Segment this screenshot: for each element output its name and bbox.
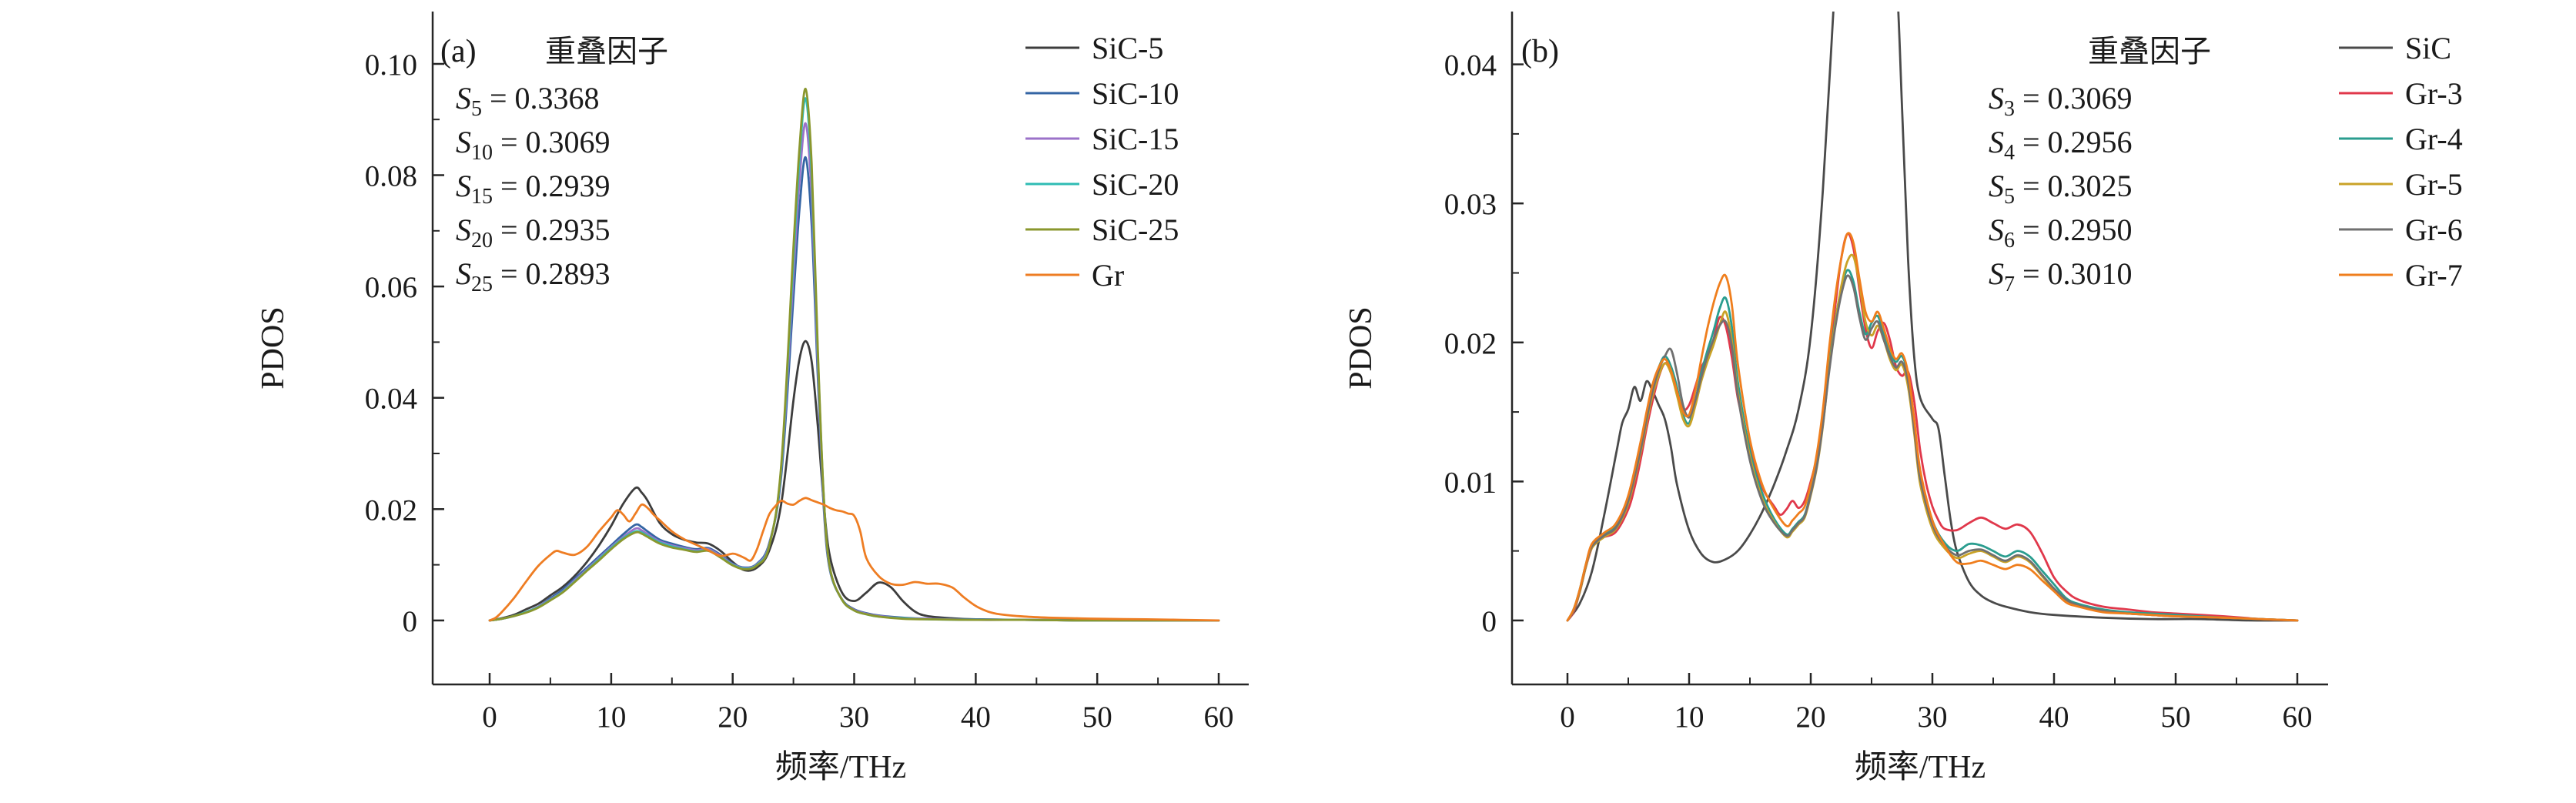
y-tick-label: 0.06 [365, 271, 417, 304]
annotation-line: S15 = 0.2939 [456, 169, 611, 209]
x-tick-label: 50 [2161, 701, 2191, 734]
x-tick-label: 30 [1918, 701, 1948, 734]
y-tick-label: 0.02 [1444, 327, 1497, 360]
annotation-line: S3 = 0.3069 [1989, 81, 2133, 121]
x-tick-label: 20 [718, 701, 748, 734]
x-tick-label: 0 [482, 701, 497, 734]
legend-item: Gr-6 [2339, 212, 2463, 247]
legend-label: Gr-7 [2405, 258, 2463, 293]
y-tick-label: 0.08 [365, 160, 417, 193]
series-gr-6 [1566, 274, 2299, 622]
series-group [488, 88, 1220, 622]
legend-label: Gr-6 [2405, 212, 2463, 247]
x-tick-label: 10 [596, 701, 626, 734]
annotation-line: S10 = 0.3069 [456, 125, 611, 165]
y-tick-label: 0.02 [365, 494, 417, 527]
x-tick-label: 50 [1082, 701, 1112, 734]
axes [431, 12, 1249, 686]
panel-label: (b) [1521, 34, 1559, 69]
legend-item: SiC-15 [1025, 122, 1179, 156]
x-axis-label: 频率/THz [1855, 749, 1986, 785]
legend-label: Gr-3 [2405, 76, 2463, 111]
x-tick-label: 60 [2283, 701, 2313, 734]
legend-item: Gr-5 [2339, 167, 2463, 202]
panel-label: (a) [440, 34, 477, 69]
chart-panel-b: 0 10 20 30 40 50 60 0 0.01 0.02 0.03 0.04 频率/THz PDOS… [1343, 12, 2463, 785]
series-gr-3 [1566, 233, 2299, 622]
y-tick-label: 0.03 [1444, 188, 1497, 221]
chart-panel-a: 0 10 20 30 40 50 60 0 0.02 0.04 0.06 0.08 0.10 频率/THz… [256, 12, 1249, 785]
x-tick-label: 40 [2039, 701, 2069, 734]
legend-item: SiC-10 [1025, 76, 1179, 111]
annotation-line: S25 = 0.2893 [456, 256, 611, 296]
legend-label: SiC-25 [1092, 212, 1179, 247]
annotation-line: S4 = 0.2956 [1989, 125, 2133, 165]
annotation-line: S7 = 0.3010 [1989, 256, 2133, 296]
legend-item: SiC [2339, 31, 2451, 65]
x-tick-label: 30 [839, 701, 869, 734]
y-tick-label: 0.10 [365, 49, 417, 82]
series-sic-25 [488, 88, 1220, 622]
legend-label: Gr-5 [2405, 167, 2463, 202]
annotation-line: S5 = 0.3368 [456, 81, 600, 121]
legend-label: SiC-10 [1092, 76, 1179, 111]
y-tick-label: 0.01 [1444, 466, 1497, 499]
legend-label: Gr-4 [2405, 122, 2463, 156]
legend: SiC-5 SiC-10 SiC-15 SiC-20 SiC-25 Gr [1025, 31, 1179, 293]
x-tick-label: 60 [1204, 701, 1234, 734]
y-tick-label: 0.04 [1444, 49, 1497, 82]
annotation-line: S6 = 0.2950 [1989, 212, 2133, 253]
legend-label: SiC-20 [1092, 167, 1179, 202]
legend-item: SiC-5 [1025, 31, 1163, 65]
legend: SiC Gr-3 Gr-4 Gr-5 Gr-6 Gr-7 [2339, 31, 2463, 293]
series-gr-7 [1566, 232, 2299, 622]
series-sic-5 [488, 340, 1220, 622]
legend-item: Gr-7 [2339, 258, 2463, 293]
legend-item: SiC-20 [1025, 167, 1179, 202]
annotation-line: S20 = 0.2935 [456, 212, 611, 253]
y-tick-label: 0.04 [365, 383, 417, 416]
legend-item: Gr-3 [2339, 76, 2463, 111]
y-tick-label: 0 [1482, 605, 1497, 638]
series-group [1566, 12, 2299, 622]
series-sic [1566, 12, 2299, 622]
legend-label: SiC-5 [1092, 31, 1163, 65]
legend-item: SiC-25 [1025, 212, 1179, 247]
series-gr [488, 497, 1220, 622]
legend-item: Gr [1025, 258, 1124, 293]
axes [1510, 12, 2328, 686]
series-gr-4 [1566, 269, 2299, 622]
legend-item: Gr-4 [2339, 122, 2463, 156]
y-axis-label: PDOS [1343, 306, 1379, 389]
y-axis-label: PDOS [256, 306, 291, 389]
annotation-title: 重叠因子 [2088, 34, 2211, 69]
legend-label: SiC-15 [1092, 122, 1179, 156]
x-axis-label: 频率/THz [775, 749, 906, 785]
x-tick-label: 20 [1796, 701, 1826, 734]
annotation-title: 重叠因子 [545, 34, 668, 69]
x-tick-label: 0 [1560, 701, 1575, 734]
annotation-line: S5 = 0.3025 [1989, 169, 2133, 209]
x-tick-label: 10 [1674, 701, 1705, 734]
series-gr-5 [1566, 253, 2299, 622]
legend-label: Gr [1092, 258, 1124, 293]
legend-label: SiC [2405, 31, 2451, 65]
y-tick-label: 0 [403, 605, 418, 638]
x-tick-label: 40 [961, 701, 991, 734]
